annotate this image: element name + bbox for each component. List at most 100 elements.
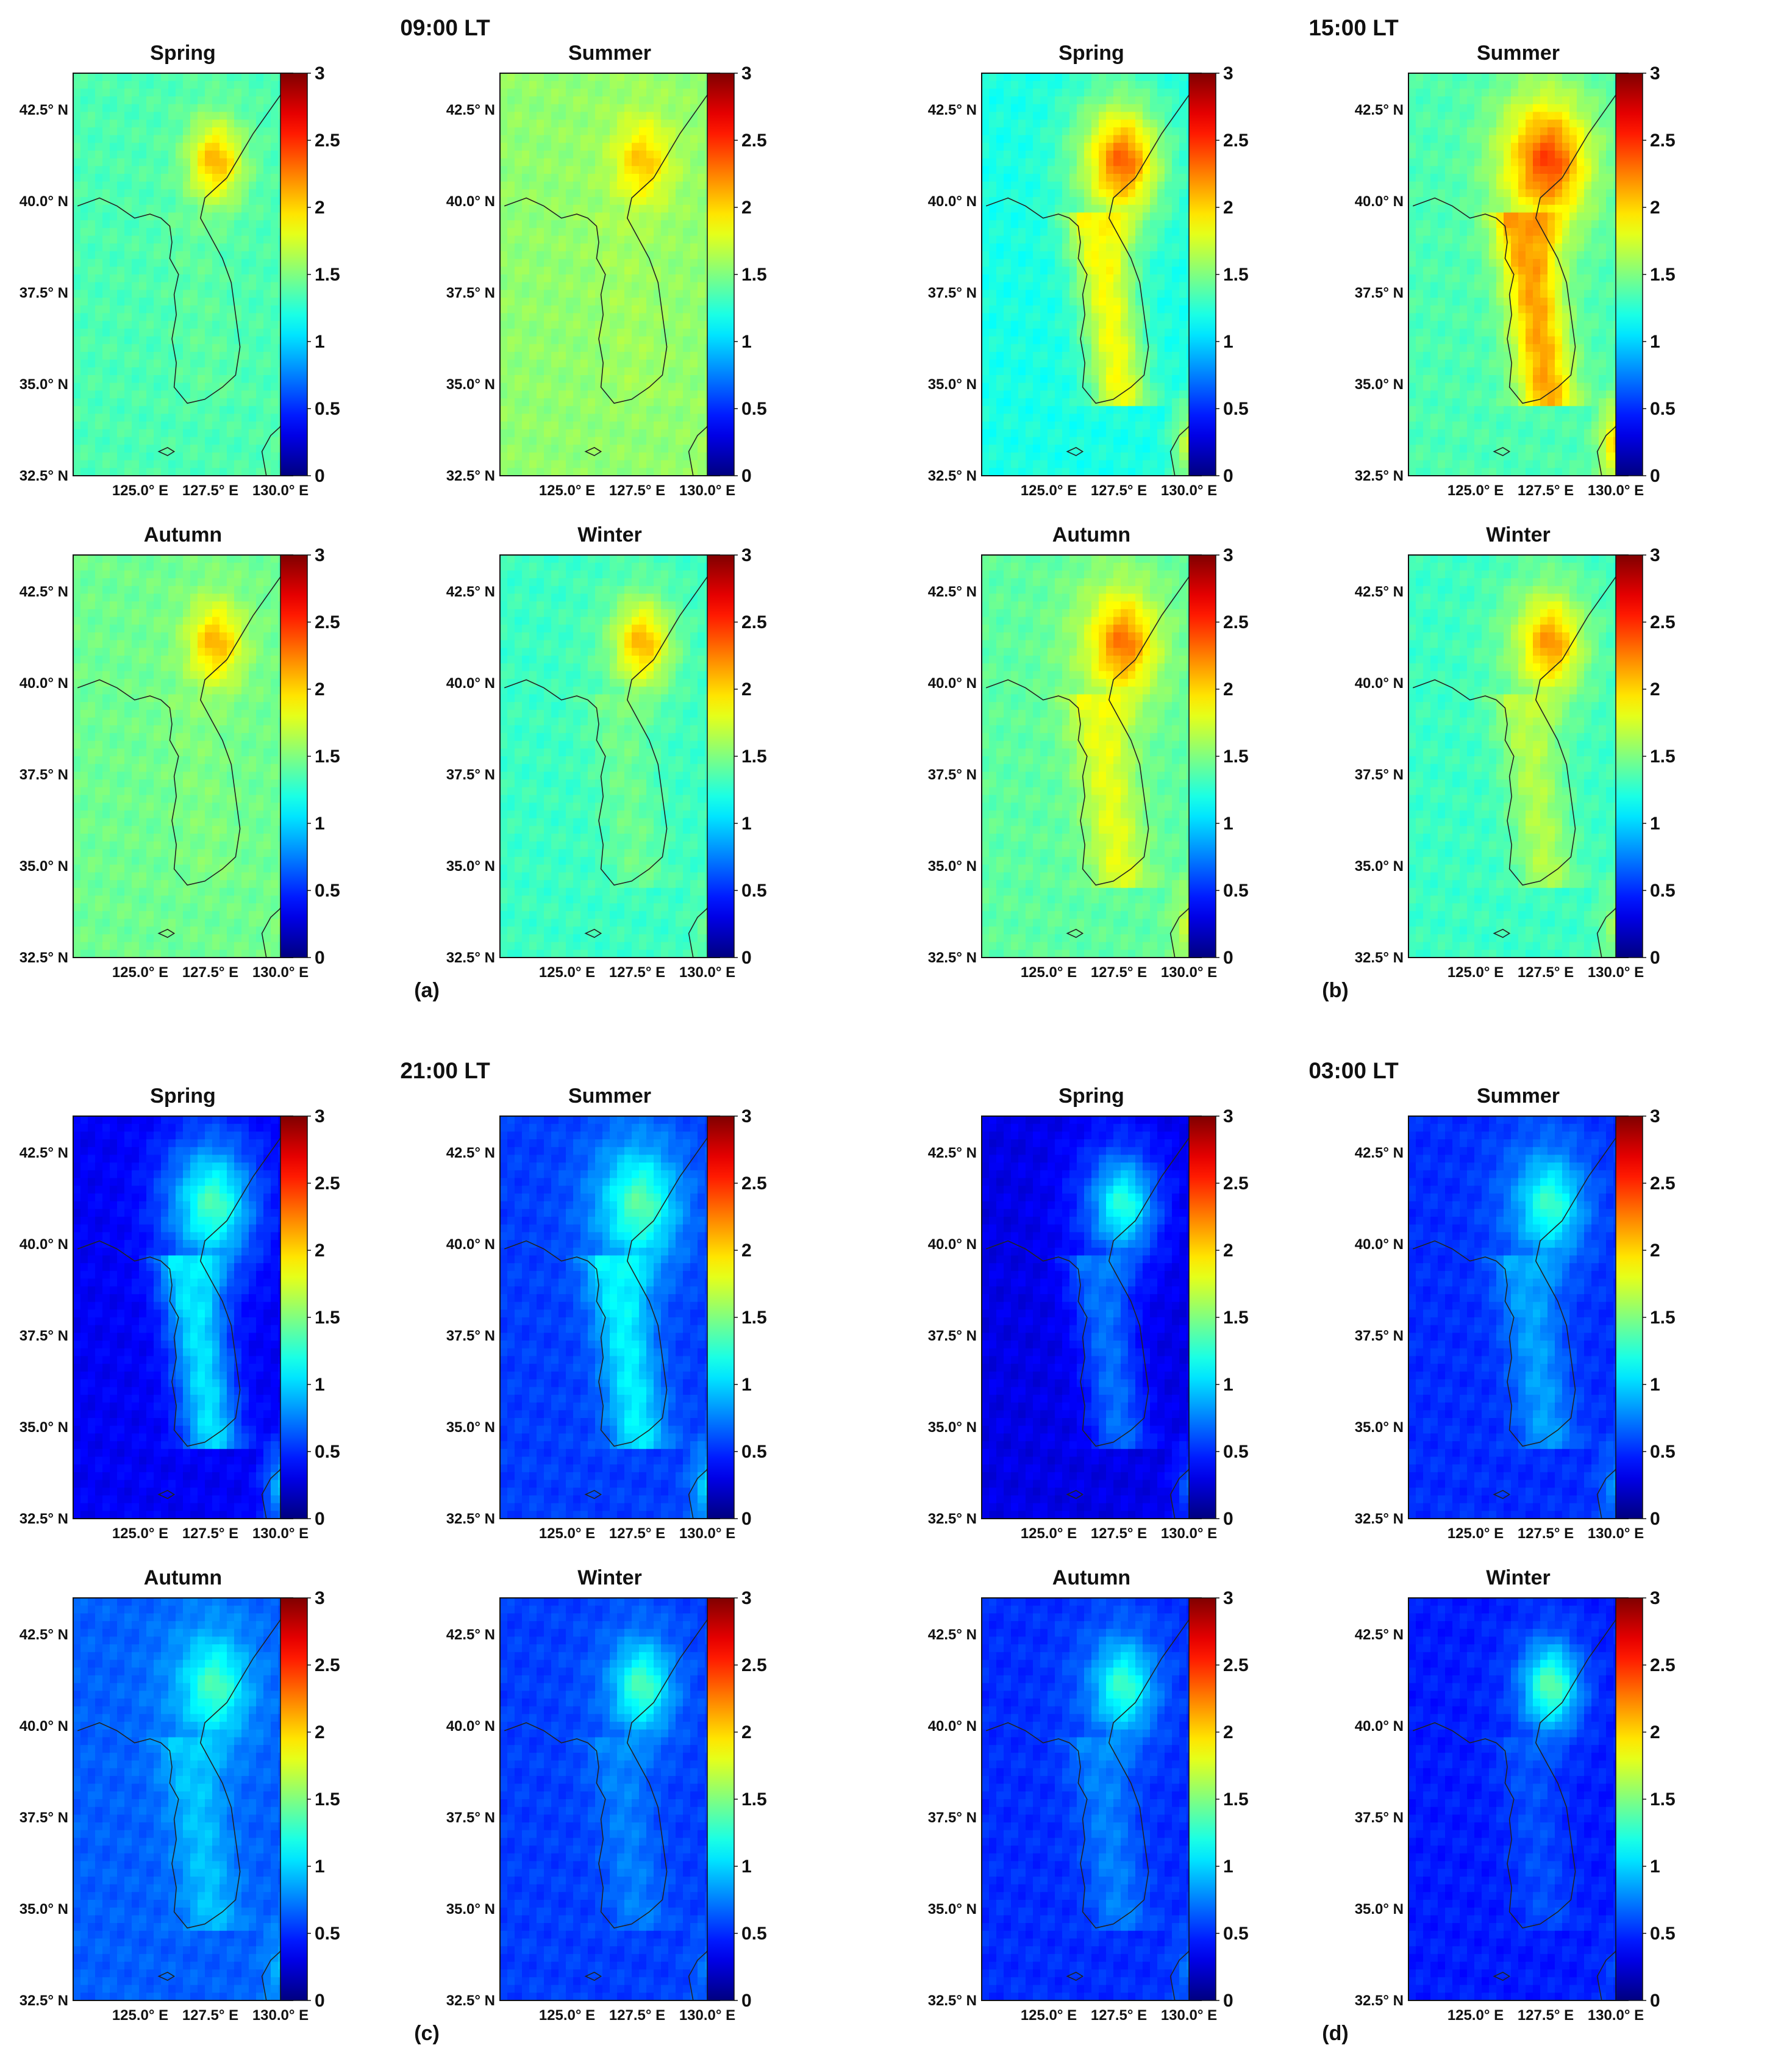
- season-label: Winter: [577, 1566, 641, 1589]
- colorbar-label: 3: [1223, 1106, 1233, 1126]
- lat-label: 35.0° N: [928, 858, 977, 875]
- lon-label: 127.5° E: [1518, 1525, 1574, 1542]
- season-label: Autumn: [144, 1566, 222, 1589]
- season-label: Winter: [1486, 523, 1550, 546]
- colorbar-label: 1: [741, 814, 752, 834]
- lat-label: 35.0° N: [20, 1901, 68, 1918]
- lon-label: 130.0° E: [1588, 2007, 1644, 2024]
- field-grid: [1408, 73, 1629, 476]
- season-label: Spring: [1058, 41, 1124, 65]
- lon-label: 130.0° E: [1588, 1525, 1644, 1542]
- colorbar-label: 2.5: [741, 612, 767, 632]
- colorbar-label: 1: [741, 332, 752, 352]
- lat-label: 32.5° N: [1355, 1511, 1404, 1527]
- panel-title-b: 15:00 LT: [1308, 15, 1398, 41]
- colorbar: [707, 1115, 735, 1519]
- lon-label: 125.0° E: [1448, 2007, 1504, 2024]
- map-d-autumn: Autumn 42.5° N 40.0° N 37.5° N 35.0° N 32.5° …: [928, 1566, 1249, 2024]
- coastline: [1412, 1136, 1618, 1447]
- lat-label: 40.0° N: [446, 675, 495, 692]
- lat-label: 32.5° N: [20, 1993, 68, 2009]
- lon-label: 127.5° E: [1518, 2007, 1574, 2024]
- lat-label: 42.5° N: [446, 102, 495, 118]
- colorbar-label: 2.5: [1223, 131, 1249, 151]
- panel-label-c: (c): [414, 2022, 440, 2046]
- colorbar-label: 2: [1650, 1722, 1660, 1742]
- season-label: Winter: [1486, 1566, 1550, 1589]
- colorbar-label: 0.5: [1650, 881, 1676, 901]
- colorbar-label: 1.5: [1223, 747, 1249, 767]
- field-grid: [500, 555, 720, 958]
- lat-label: 37.5° N: [928, 1328, 977, 1344]
- colorbar-label: 1.5: [1223, 1308, 1249, 1328]
- lat-label: 35.0° N: [1355, 858, 1404, 875]
- map-d-winter: Winter 42.5° N 40.0° N 37.5° N 35.0° N 32.5° …: [1355, 1566, 1676, 2024]
- lon-label: 127.5° E: [609, 1525, 665, 1542]
- lat-label: 42.5° N: [928, 102, 977, 118]
- colorbar-label: 3: [315, 545, 325, 565]
- jeju-coastline: [157, 1971, 176, 1981]
- colorbar-label: 3: [741, 545, 752, 565]
- panel-label-b: (b): [1322, 979, 1348, 1003]
- field-grid: [73, 1116, 293, 1519]
- colorbar-label: 0: [1650, 948, 1660, 968]
- colorbar-label: 0: [1223, 1991, 1233, 2011]
- lat-label: 35.0° N: [1355, 1901, 1404, 1918]
- field-grid: [73, 1598, 293, 2001]
- map-a-winter: Winter 42.5° N 40.0° N 37.5° N 35.0° N 32.5° …: [446, 523, 767, 981]
- lat-label: 40.0° N: [928, 675, 977, 692]
- lat-label: 40.0° N: [20, 675, 68, 692]
- lat-label: 40.0° N: [1355, 1236, 1404, 1253]
- lon-label: 127.5° E: [1518, 482, 1574, 499]
- lat-label: 37.5° N: [446, 1328, 495, 1344]
- field-grid: [73, 555, 293, 958]
- season-label: Winter: [577, 523, 641, 546]
- colorbar: [1188, 1597, 1216, 2001]
- season-label: Summer: [1477, 41, 1560, 65]
- colorbar-label: 0: [741, 1509, 752, 1529]
- lon-label: 127.5° E: [1091, 482, 1147, 499]
- lat-label: 42.5° N: [928, 1145, 977, 1161]
- field-grid: [1408, 1116, 1629, 1519]
- coastline: [1412, 575, 1618, 886]
- colorbar: [707, 1597, 735, 2001]
- lat-label: 37.5° N: [1355, 1328, 1404, 1344]
- lat-label: 40.0° N: [20, 1236, 68, 1253]
- colorbar: [280, 554, 308, 958]
- lon-label: 125.0° E: [1021, 1525, 1077, 1542]
- lat-label: 32.5° N: [928, 468, 977, 484]
- colorbar: [1615, 1115, 1643, 1519]
- lat-label: 40.0° N: [20, 193, 68, 210]
- lon-label: 130.0° E: [679, 1525, 735, 1542]
- lon-label: 130.0° E: [679, 482, 735, 499]
- lat-label: 40.0° N: [446, 1236, 495, 1253]
- jeju-coastline: [1493, 446, 1511, 456]
- lat-label: 35.0° N: [928, 376, 977, 393]
- colorbar-label: 0.5: [1223, 1924, 1249, 1944]
- lon-label: 130.0° E: [1161, 2007, 1217, 2024]
- colorbar-label: 1: [315, 1857, 325, 1877]
- lat-label: 32.5° N: [20, 950, 68, 966]
- lat-label: 32.5° N: [20, 468, 68, 484]
- lon-label: 125.0° E: [1448, 1525, 1504, 1542]
- lon-label: 130.0° E: [679, 2007, 735, 2024]
- lat-label: 35.0° N: [928, 1419, 977, 1436]
- colorbar-label: 2: [741, 1241, 752, 1261]
- colorbar-label: 0.5: [741, 1442, 767, 1462]
- colorbar-label: 1.5: [1650, 1308, 1676, 1328]
- colorbar-label: 2.5: [1223, 612, 1249, 632]
- lat-label: 40.0° N: [928, 1236, 977, 1253]
- colorbar-label: 0: [315, 466, 325, 486]
- season-label: Spring: [1058, 1084, 1124, 1108]
- colorbar-label: 0.5: [315, 881, 340, 901]
- colorbar-label: 0.5: [1223, 1442, 1249, 1462]
- lon-label: 125.0° E: [112, 964, 168, 981]
- lon-label: 127.5° E: [182, 482, 238, 499]
- colorbar-label: 2.5: [741, 1173, 767, 1194]
- colorbar: [1188, 73, 1216, 476]
- colorbar-label: 1.5: [315, 747, 340, 767]
- coastline: [985, 575, 1191, 886]
- lon-label: 127.5° E: [1091, 964, 1147, 981]
- colorbar: [1615, 554, 1643, 958]
